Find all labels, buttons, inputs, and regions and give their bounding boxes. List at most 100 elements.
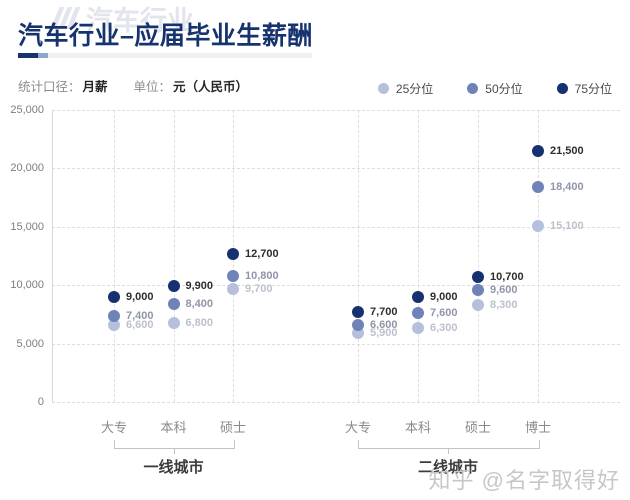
data-point-p25 <box>227 282 239 295</box>
caliber-value: 月薪 <box>82 80 108 94</box>
x-category-label: 博士 <box>524 420 552 435</box>
legend-dot-icon <box>377 83 389 94</box>
caliber-label: 统计口径： <box>18 80 81 94</box>
legend-label: 75分位 <box>574 82 612 96</box>
page-title: 汽车行业–应届毕业生薪酬 <box>18 22 313 50</box>
group-bracket-tick <box>173 448 175 454</box>
x-category-label: 大专 <box>344 420 372 435</box>
data-point-label: 9,900 <box>185 280 214 293</box>
data-point-label: 21,500 <box>550 144 584 157</box>
divider-track <box>48 53 312 58</box>
title-divider <box>18 53 312 58</box>
unit-pair: 单位： 元（人民币） <box>134 76 249 95</box>
gridline-y-5000 <box>52 343 620 345</box>
legend-item-p75[interactable]: 75分位 <box>556 80 612 97</box>
data-point-label: 9,600 <box>490 283 518 296</box>
legend-dot-icon <box>467 83 479 94</box>
y-axis-line <box>52 110 53 402</box>
legend-label: 25分位 <box>395 82 434 96</box>
group-label: 一线城市 <box>143 459 204 476</box>
data-point-p50 <box>167 297 180 310</box>
group-bracket <box>114 440 235 449</box>
data-point-p75 <box>352 306 364 319</box>
data-point-p50 <box>472 283 484 296</box>
data-point-label: 10,800 <box>245 269 279 282</box>
gridline-x-博士 <box>538 110 539 402</box>
data-point-label: 15,100 <box>550 219 584 232</box>
data-point-label: 10,700 <box>490 271 524 284</box>
gridline-y-15000 <box>52 226 620 228</box>
caliber-pair: 统计口径： 月薪 <box>18 76 108 95</box>
y-axis-tick: 15,000 <box>10 220 44 233</box>
background-watermark: 汽车行业 <box>50 0 194 36</box>
data-point-label: 7,600 <box>430 307 458 320</box>
gridline-y-10000 <box>52 285 620 287</box>
legend-item-p25[interactable]: 25分位 <box>377 80 434 97</box>
gridline-x-大专 <box>114 110 115 402</box>
data-point-p50 <box>227 269 239 282</box>
data-point-label: 18,400 <box>550 181 584 194</box>
unit-label: 单位： <box>133 80 172 94</box>
unit-value: 元（人民币） <box>173 80 249 94</box>
y-axis-tick: 5,000 <box>16 337 44 350</box>
gridline-x-本科 <box>173 110 175 402</box>
data-point-label: 6,800 <box>185 316 214 329</box>
data-point-p75 <box>108 290 120 303</box>
y-axis-tick: 25,000 <box>10 104 44 116</box>
data-point-p25 <box>167 316 180 329</box>
data-point-p75 <box>472 271 484 284</box>
x-category-label: 本科 <box>404 420 432 435</box>
data-point-p25 <box>532 219 544 232</box>
y-axis-tick: 20,000 <box>10 162 44 175</box>
data-point-label: 9,000 <box>430 290 458 303</box>
data-point-label: 9,700 <box>245 282 273 295</box>
data-point-p50 <box>412 307 424 320</box>
x-category-label: 硕士 <box>464 420 492 435</box>
watermark-bottom-text: 知乎 @名字取得好 <box>428 468 620 493</box>
data-point-p50 <box>108 309 120 322</box>
watermark-top-text: 汽车行业 <box>86 5 194 36</box>
x-category-label: 硕士 <box>219 420 247 435</box>
data-point-label: 12,700 <box>245 247 279 260</box>
data-point-p25 <box>108 318 120 331</box>
data-point-p25 <box>472 299 484 312</box>
chart-legend: 25分位 50分位 75分位 <box>377 80 612 97</box>
data-point-label: 5,900 <box>370 327 398 340</box>
gridline-y-25000 <box>52 110 620 111</box>
divider-mid-segment <box>38 53 48 58</box>
data-point-label: 6,600 <box>126 318 154 331</box>
chart-meta: 统计口径： 月薪 单位： 元（人民币） <box>18 76 248 95</box>
gridline-y-20000 <box>52 168 620 170</box>
legend-label: 50分位 <box>485 82 523 96</box>
data-point-label: 7,400 <box>126 309 154 322</box>
group-label: 二线城市 <box>417 459 479 476</box>
data-point-label: 7,700 <box>370 306 398 319</box>
y-axis-tick: 10,000 <box>10 279 44 292</box>
gridline-y-0 <box>52 402 620 403</box>
x-category-label: 大专 <box>100 420 128 435</box>
group-bracket-tick <box>448 448 449 454</box>
data-point-label: 8,300 <box>490 299 518 312</box>
data-point-p25 <box>412 322 424 335</box>
data-point-p50 <box>532 181 544 194</box>
data-point-p75 <box>532 144 544 157</box>
gridline-x-硕士 <box>478 110 479 402</box>
x-category-label: 本科 <box>160 420 187 435</box>
gridline-x-大专 <box>358 110 359 402</box>
data-point-p75 <box>167 280 180 293</box>
legend-item-p50[interactable]: 50分位 <box>467 80 523 97</box>
gridline-x-本科 <box>418 110 419 402</box>
data-point-label: 6,600 <box>370 318 398 331</box>
divider-dark-segment <box>18 53 38 58</box>
data-point-p75 <box>227 247 239 260</box>
y-axis-tick: 0 <box>37 396 44 408</box>
data-point-label: 6,300 <box>430 322 458 335</box>
data-point-p50 <box>352 318 364 331</box>
group-bracket <box>358 440 540 449</box>
data-point-label: 9,000 <box>126 290 154 303</box>
legend-dot-icon <box>556 83 568 94</box>
data-point-label: 8,400 <box>185 297 214 310</box>
data-point-p75 <box>412 290 424 303</box>
